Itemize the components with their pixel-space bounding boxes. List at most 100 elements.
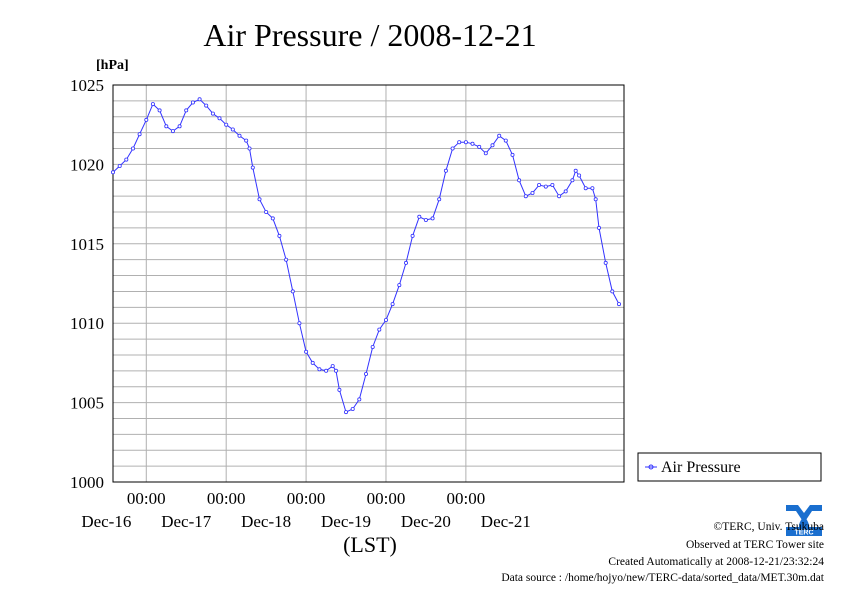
- data-point: [270, 216, 275, 221]
- data-point: [217, 116, 222, 121]
- data-point: [573, 168, 578, 173]
- terc-logo: TERC: [784, 503, 824, 537]
- y-tick-label: 1015: [70, 235, 104, 254]
- data-point: [577, 173, 582, 178]
- data-point: [557, 194, 562, 199]
- legend-label-air-pressure: Air Pressure: [661, 459, 741, 476]
- data-point: [117, 163, 122, 168]
- data-point: [157, 108, 162, 113]
- data-point: [304, 349, 309, 354]
- data-point: [111, 170, 116, 175]
- data-point: [144, 117, 149, 122]
- source-credit: Data source : /home/hojyo/new/TERC-data/…: [501, 572, 824, 584]
- created-credit: Created Automatically at 2008-12-21/23:3…: [608, 556, 824, 568]
- data-point: [530, 190, 535, 195]
- data-point: [470, 141, 475, 146]
- data-point: [383, 317, 388, 322]
- legend-point-marker: [648, 464, 654, 470]
- data-point: [523, 194, 528, 199]
- data-point: [457, 140, 462, 145]
- data-point: [164, 124, 169, 129]
- data-point: [343, 410, 348, 415]
- data-point: [184, 108, 189, 113]
- data-point: [423, 217, 428, 222]
- data-point: [197, 97, 202, 102]
- data-point: [350, 406, 355, 411]
- copyright-credit: ©TERC, Univ. Tsukuba: [713, 521, 824, 533]
- plot-grid: [113, 85, 624, 482]
- data-point: [130, 146, 135, 151]
- data-point: [224, 122, 229, 127]
- data-point: [593, 197, 598, 202]
- x-tick-time-label: 00:00: [367, 489, 406, 508]
- data-point: [403, 260, 408, 265]
- data-point: [397, 283, 402, 288]
- data-point: [483, 151, 488, 156]
- data-point: [597, 225, 602, 230]
- data-point: [463, 140, 468, 145]
- y-tick-label: 1000: [70, 473, 104, 492]
- data-point: [417, 214, 422, 219]
- data-point: [324, 368, 329, 373]
- data-point: [390, 302, 395, 307]
- data-point: [170, 129, 175, 134]
- data-point: [264, 209, 269, 214]
- data-point: [550, 182, 555, 187]
- x-tick-time-label: 00:00: [447, 489, 486, 508]
- observed-credit: Observed at TERC Tower site: [685, 539, 824, 551]
- data-point: [124, 157, 129, 162]
- data-point: [330, 364, 335, 369]
- x-tick-date-label: Dec-20: [401, 512, 451, 531]
- data-point: [443, 168, 448, 173]
- data-point: [537, 182, 542, 187]
- data-point: [290, 289, 295, 294]
- data-point: [437, 197, 442, 202]
- x-tick-date-label: Dec-19: [321, 512, 371, 531]
- data-point: [277, 233, 282, 238]
- data-point: [237, 133, 242, 138]
- data-point: [333, 368, 338, 373]
- y-tick-label: 1005: [70, 394, 104, 413]
- x-tick-time-label: 00:00: [287, 489, 326, 508]
- data-point: [177, 124, 182, 129]
- x-tick-date-label: Dec-21: [481, 512, 531, 531]
- data-point: [257, 197, 262, 202]
- y-tick-label: 1020: [70, 155, 104, 174]
- logo-text: TERC: [794, 530, 813, 537]
- data-point: [370, 344, 375, 349]
- data-point: [230, 127, 235, 132]
- y-axis-unit-label: [hPa]: [96, 58, 129, 73]
- legend-box: [637, 452, 822, 482]
- y-tick-label: 1010: [70, 314, 104, 333]
- x-tick-time-label: 00:00: [127, 489, 166, 508]
- data-point: [517, 178, 522, 183]
- data-point: [583, 186, 588, 191]
- data-point: [497, 133, 502, 138]
- data-point: [363, 371, 368, 376]
- series-air-pressure: [111, 97, 622, 415]
- data-point: [570, 178, 575, 183]
- data-point: [450, 146, 455, 151]
- x-tick-time-label: 00:00: [207, 489, 246, 508]
- data-point: [284, 257, 289, 262]
- data-point: [357, 397, 362, 402]
- x-axis-label: (LST): [343, 532, 397, 557]
- data-point: [590, 186, 595, 191]
- data-point: [317, 367, 322, 372]
- data-point: [377, 327, 382, 332]
- data-point: [244, 138, 249, 143]
- data-point: [247, 146, 252, 151]
- data-point: [430, 216, 435, 221]
- data-point: [150, 102, 155, 107]
- data-point: [510, 152, 515, 157]
- plot-frame: [112, 84, 625, 483]
- y-tick-label: 1025: [70, 76, 104, 95]
- data-point: [337, 387, 342, 392]
- x-tick-date-label: Dec-18: [241, 512, 291, 531]
- data-point: [410, 233, 415, 238]
- data-point: [503, 138, 508, 143]
- y-axis-ticks: 1000 1005 1010 1015 1020 1025: [70, 76, 104, 492]
- data-point: [204, 103, 209, 108]
- data-point: [137, 132, 142, 137]
